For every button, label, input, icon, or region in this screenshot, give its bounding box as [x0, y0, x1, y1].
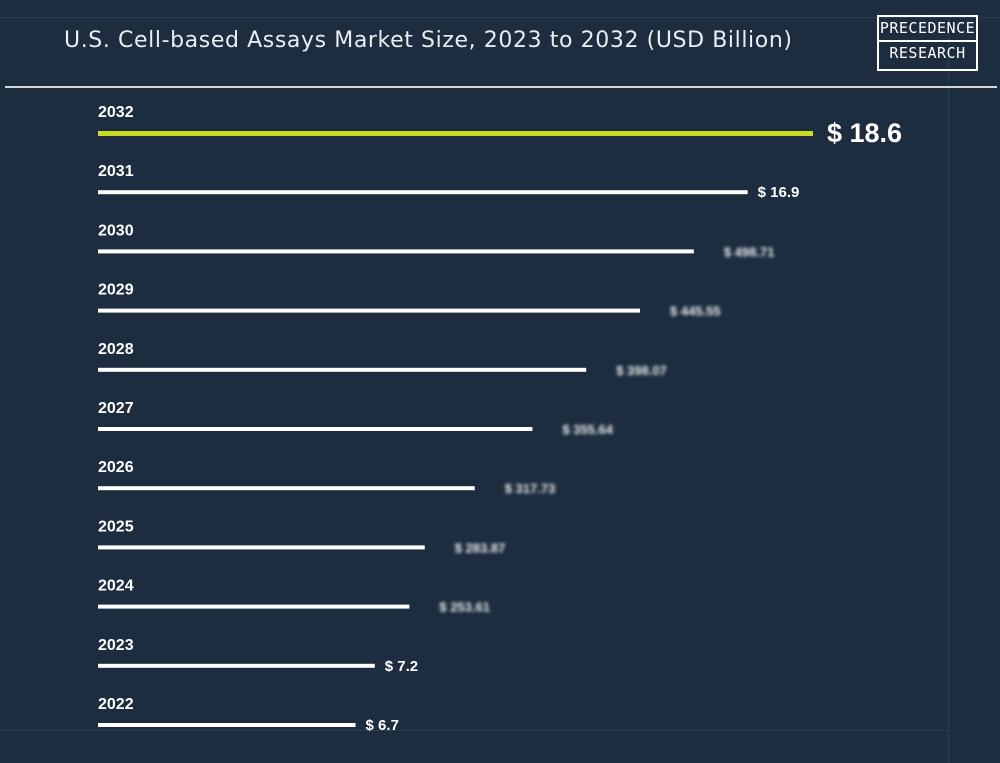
year-label-2024: 2024 — [98, 578, 134, 595]
frame-right-line — [948, 17, 949, 763]
title-divider — [5, 86, 997, 88]
bar-2026 — [98, 486, 475, 491]
frame-top-line — [0, 17, 1000, 18]
logo-line-2: RESEARCH — [879, 40, 976, 65]
year-label-2025: 2025 — [98, 518, 134, 535]
year-label-2029: 2029 — [98, 282, 134, 299]
logo-line-1: PRECEDENCE — [879, 19, 976, 37]
value-label-2030: $ 498.71 — [724, 244, 775, 259]
value-label-2028: $ 398.07 — [616, 363, 667, 378]
value-label-2029: $ 445.55 — [670, 304, 721, 319]
value-label-2031: $ 16.9 — [758, 184, 800, 201]
bar-2029 — [98, 308, 641, 313]
value-label-2027: $ 355.64 — [562, 422, 613, 437]
bar-2031 — [98, 190, 748, 195]
year-label-2032: 2032 — [98, 104, 134, 121]
bar-2030 — [98, 249, 694, 254]
year-label-2023: 2023 — [98, 637, 134, 654]
value-label-2025: $ 283.87 — [455, 540, 506, 555]
bar-2024 — [98, 604, 410, 609]
bar-2025 — [98, 545, 425, 550]
value-label-2026: $ 317.73 — [505, 481, 556, 496]
year-label-2027: 2027 — [98, 400, 134, 417]
chart-title: U.S. Cell-based Assays Market Size, 2023… — [64, 28, 793, 53]
bar-2023 — [98, 663, 375, 668]
bar-2027 — [98, 427, 533, 431]
value-label-2024: $ 253.61 — [439, 600, 490, 615]
frame-bottom-line — [0, 730, 948, 731]
year-label-2031: 2031 — [98, 163, 134, 180]
year-label-2026: 2026 — [98, 459, 134, 476]
value-label-2022: $ 6.7 — [366, 717, 399, 734]
value-label-2032: $ 18.6 — [827, 118, 902, 148]
precedence-research-logo: PRECEDENCE RESEARCH — [877, 15, 978, 71]
bar-2032 — [98, 131, 813, 136]
year-label-2022: 2022 — [98, 696, 134, 713]
bar-2028 — [98, 367, 587, 372]
year-label-2030: 2030 — [98, 222, 134, 239]
year-label-2028: 2028 — [98, 341, 134, 358]
value-label-2023: $ 7.2 — [385, 658, 418, 675]
bar-2022 — [98, 723, 356, 727]
